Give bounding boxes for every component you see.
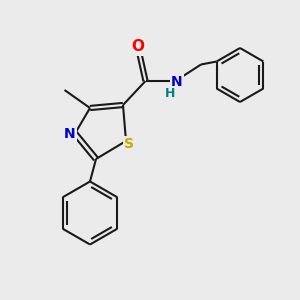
Text: N: N bbox=[171, 75, 183, 88]
Text: H: H bbox=[165, 87, 175, 100]
Text: S: S bbox=[124, 137, 134, 151]
Text: O: O bbox=[131, 39, 145, 54]
Text: N: N bbox=[64, 127, 75, 140]
